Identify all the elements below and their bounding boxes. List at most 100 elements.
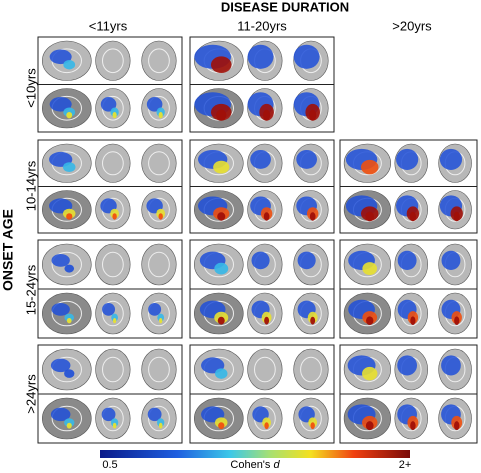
effect-blob	[210, 56, 232, 73]
column-label: 11-20yrs	[237, 18, 287, 33]
effect-blob	[297, 251, 316, 270]
effect-blob	[64, 418, 75, 427]
effect-blob	[296, 149, 318, 169]
effect-blob	[410, 421, 416, 431]
colorbar-max-label: 2+	[399, 459, 412, 471]
effect-blob	[310, 316, 316, 325]
effect-blob	[64, 369, 75, 378]
brain-detail	[300, 356, 322, 383]
effect-blob	[262, 109, 271, 121]
effect-blob	[309, 212, 316, 221]
effect-blob	[362, 366, 378, 381]
brain-detail	[254, 356, 276, 383]
effect-blob	[454, 421, 460, 431]
effect-blob	[264, 316, 270, 325]
effect-blob	[263, 212, 270, 221]
colorbar-label: Cohen's d	[230, 459, 280, 471]
brain-slice	[141, 243, 177, 286]
effect-blob	[309, 109, 317, 121]
effect-blob	[310, 422, 315, 430]
effect-blob	[66, 422, 72, 429]
effect-blob	[112, 422, 117, 429]
effect-blob	[66, 112, 73, 119]
brain-detail	[51, 356, 82, 383]
effect-blob	[100, 96, 117, 112]
effect-blob	[112, 112, 117, 119]
effect-blob	[147, 407, 162, 422]
effect-blob	[158, 112, 163, 119]
colorbar-label-text: Cohen's	[230, 459, 273, 471]
effect-blob	[365, 211, 375, 222]
effect-blob	[101, 407, 116, 422]
brain-detail	[148, 405, 170, 432]
effect-blob	[148, 303, 162, 316]
effect-blob	[63, 162, 76, 173]
effect-blob	[365, 421, 374, 431]
effect-blob	[112, 213, 117, 220]
row-axis-title: ONSET AGE	[0, 209, 16, 291]
brain-detail	[102, 151, 124, 176]
effect-blob	[216, 109, 227, 121]
title: DISEASE DURATION	[221, 0, 349, 14]
brain-slice	[293, 348, 329, 391]
effect-blob	[397, 250, 417, 271]
effect-blob	[66, 213, 73, 220]
effect-blob	[360, 159, 379, 175]
effect-blob	[64, 313, 75, 322]
column-label: >20yrs	[392, 18, 432, 33]
effect-blob	[64, 264, 75, 273]
brain-slice	[247, 348, 283, 391]
effect-blob	[453, 211, 460, 222]
effect-blob	[49, 96, 72, 112]
effect-blob	[441, 250, 461, 271]
effect-blob	[397, 355, 417, 376]
brain-slice	[95, 243, 131, 286]
brain-slice	[95, 40, 131, 81]
panel-grid	[37, 36, 478, 444]
brain-slice	[95, 143, 131, 183]
effect-blob	[158, 422, 163, 429]
brain-slice	[95, 348, 131, 391]
effect-blob	[102, 303, 116, 316]
effect-blob	[51, 254, 70, 267]
effect-blob	[51, 303, 70, 316]
effect-blob	[50, 358, 71, 373]
effect-blob	[66, 318, 72, 324]
effect-blob	[213, 160, 230, 174]
brain-detail	[148, 300, 170, 327]
effect-blob	[158, 213, 163, 220]
brain-detail	[148, 356, 170, 383]
effect-blob	[454, 316, 460, 325]
effect-blob	[217, 212, 226, 221]
effect-blob	[215, 368, 228, 379]
effect-blob	[218, 422, 225, 430]
effect-blob	[247, 44, 274, 69]
row-label: >24yrs	[23, 374, 38, 414]
effect-blob	[50, 407, 71, 422]
effect-blob	[366, 316, 374, 325]
brain-detail	[51, 405, 82, 432]
brain-detail	[102, 405, 124, 432]
brain-slice	[141, 143, 177, 183]
brain-detail	[148, 251, 170, 278]
effect-blob	[63, 59, 76, 70]
effect-blob	[250, 149, 271, 169]
effect-blob	[110, 418, 119, 427]
effect-blob	[112, 318, 117, 324]
colorbar	[100, 450, 410, 458]
brain-detail	[102, 356, 124, 383]
effect-blob	[251, 251, 270, 270]
brain-detail	[51, 251, 82, 278]
effect-blob	[159, 318, 163, 324]
effect-blob	[214, 262, 229, 275]
column-label: <11yrs	[89, 18, 128, 33]
effect-blob	[49, 49, 72, 65]
effect-blob	[111, 313, 118, 322]
colorbar-min-label: 0.5	[102, 459, 117, 471]
effect-blob	[441, 355, 461, 376]
effect-blob	[157, 418, 165, 427]
effect-blob	[410, 316, 416, 325]
brain-detail	[148, 48, 170, 74]
brain-detail	[51, 300, 82, 327]
